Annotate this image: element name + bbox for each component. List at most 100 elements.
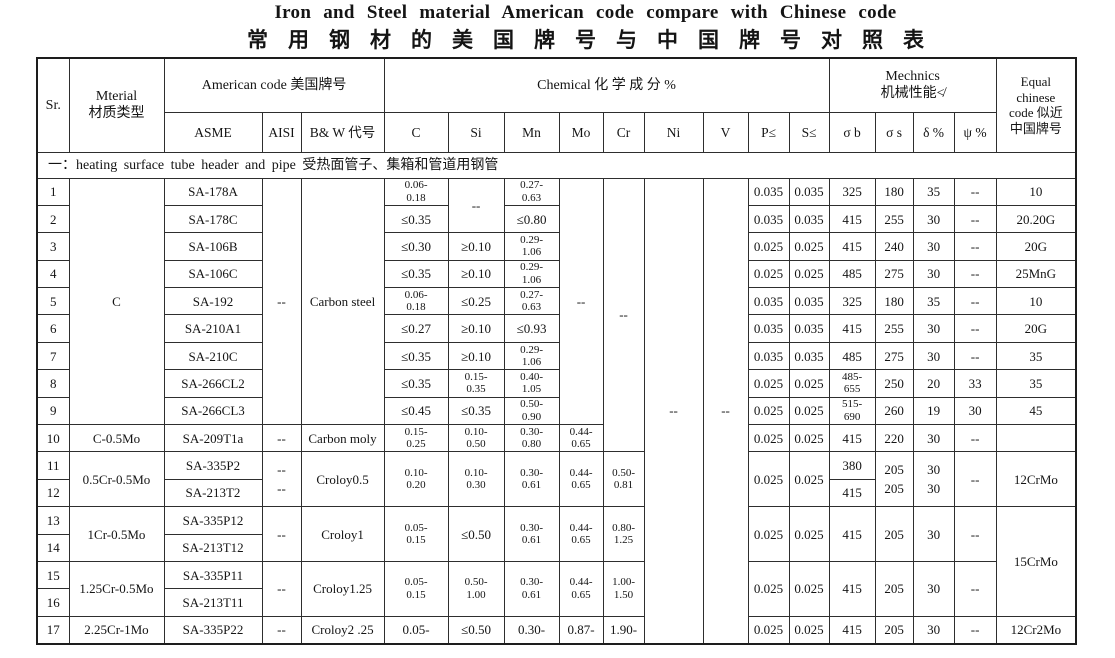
table-cell: 10 [995,177,1077,206]
col-header-material: Mterial 材质类型 [68,57,165,153]
table-cell: 0.05- 0.15 [383,506,449,562]
table-row: 7 SA-210C ≤0.35 ≥0.10 0.29- 1.06 0.035 0.035 48… [36,341,1077,371]
table-cell: -- [953,615,997,645]
table-cell: 16 [36,588,70,617]
table-cell: SA-178A [163,177,263,206]
table-cell: -- [447,177,505,234]
table-cell: 0.50- 1.00 [447,560,505,617]
table-cell: 0.035 [747,314,790,343]
table-cell: 0.44- 0.65 [558,560,604,617]
table-cell: 0.035 [747,204,790,234]
col-header-chemical: Chemical 化 学 成 分 % [383,57,830,113]
table-cell: 5 [36,287,70,316]
table-cell: 35 [912,287,955,316]
table-cell: 255 [874,204,914,234]
table-cell: Croloy2 .25 [300,615,385,645]
table-row: 9 SA-266CL3 ≤0.45 ≤0.35 0.50- 0.90 0.025 0.025… [36,396,1077,426]
table-cell: 30 [912,615,955,645]
table-cell: SA-192 [163,287,263,316]
table-cell: 205 [874,560,914,617]
table-cell: 15 [36,560,70,590]
table-cell: ≤0.35 [383,204,449,234]
table-cell: SA-106C [163,259,263,289]
table-cell: -- -- [261,451,302,508]
table-cell: 0.025 [788,506,830,562]
title-chinese: 常用钢材的美国牌号与中国牌号对照表 [247,28,944,52]
table-row: 5 SA-192 0.06- 0.18 ≤0.25 0.27- 0.63 0.035 0.0… [36,287,1077,316]
table-cell: SA-335P22 [163,615,263,645]
table-cell: Croloy1 [300,506,385,562]
table-cell: 30 [912,204,955,234]
subheader-cell: δ % [912,111,955,153]
table-cell: SA-178C [163,204,263,234]
table-cell: 35 [995,369,1077,398]
table-cell: 260 [874,396,914,426]
table-cell: 0.035 [747,177,790,206]
table-cell: ≤0.35 [383,259,449,289]
table-cell: ≤0.35 [383,369,449,398]
table-cell: 415 [828,232,876,261]
table-cell: ≥0.10 [447,341,505,371]
table-cell: 415 [828,506,876,562]
table-row: 17 2.25Cr-1Mo SA-335P22 -- Croloy2 .25 0.05- ≤… [36,615,1077,645]
table-row: 3 SA-106B ≤0.30 ≥0.10 0.29- 1.06 0.025 0.025 41… [36,232,1077,261]
table-cell: 2.25Cr-1Mo [68,615,165,645]
table-cell: 0.5Cr-0.5Mo [68,451,165,508]
table-cell: 205 [874,506,914,562]
table-cell: SA-335P11 [163,560,263,590]
table-cell: ≤0.30 [383,232,449,261]
title-english: Iron and Steel material American code co… [274,2,897,23]
table-cell: 0.035 [788,341,830,371]
table-cell: 10 [995,287,1077,316]
table-cell: 19 [912,396,955,426]
table-cell: 30 [912,506,955,562]
table-cell: 0.025 [747,506,790,562]
table-row: 15 1.25Cr-0.5Mo SA-335P11 -- Croloy1.25 0.05-… [36,560,1076,617]
table-cell: 0.025 [788,396,830,426]
table-cell: 255 [874,314,914,343]
table-row: 6 SA-210A1 ≤0.27 ≥0.10 ≤0.93 0.035 0.035 415 255… [36,314,1077,343]
table-cell: 1 [36,177,70,206]
table-cell: 0.15- 0.25 [383,424,449,453]
table-cell: -- [953,314,997,343]
table-row: 8 SA-266CL2 ≤0.35 0.15- 0.35 0.40- 1.05 0.025… [36,369,1077,398]
table-cell: 0.10- 0.50 [447,424,505,453]
table-cell: 0.035 [747,341,790,371]
header-group-row: Sr. Mterial 材质类型 American code 美国牌号 Chem… [36,57,1077,153]
table-cell: 485- 655 [828,369,876,398]
table-cell: C-0.5Mo [68,424,165,453]
table-cell: -- [602,177,645,453]
table-cell: 0.025 [788,369,830,398]
table-cell: SA-210C [163,341,263,371]
table-cell: 35 [995,341,1077,371]
table-cell: 415 [828,424,876,453]
table-cell: -- [953,259,997,289]
table-cell: 415 [828,314,876,343]
table-cell: 0.30- 0.61 [503,560,560,617]
table-cell: 0.15- 0.35 [447,369,505,398]
subheader-cell: S≤ [788,111,830,153]
table-cell: Croloy0.5 [300,451,385,508]
table-cell: 1.90- [602,615,645,645]
table-cell: 30 [912,232,955,261]
table-cell: 0.06- 0.18 [383,177,449,206]
subheader-cell: Si [447,111,505,153]
table-cell: Carbon steel [300,177,385,426]
table-cell: ≤0.35 [383,341,449,371]
table-cell: 0.30- [503,615,560,645]
table-cell: 415 [828,615,876,645]
table-cell: 45 [995,396,1077,426]
table-cell: 35 [912,177,955,206]
table-cell: ≥0.10 [447,232,505,261]
table-cell [995,424,1077,453]
table-cell: 0.27- 0.63 [503,177,560,206]
table-cell: ≥0.10 [447,259,505,289]
table-cell: 0.29- 1.06 [503,341,560,371]
table-cell: -- [702,177,749,645]
table-cell: SA-209T1a [163,424,263,453]
table-cell: 325 [828,177,876,206]
table-cell: ≤0.35 [447,396,505,426]
table-cell: 240 [874,232,914,261]
